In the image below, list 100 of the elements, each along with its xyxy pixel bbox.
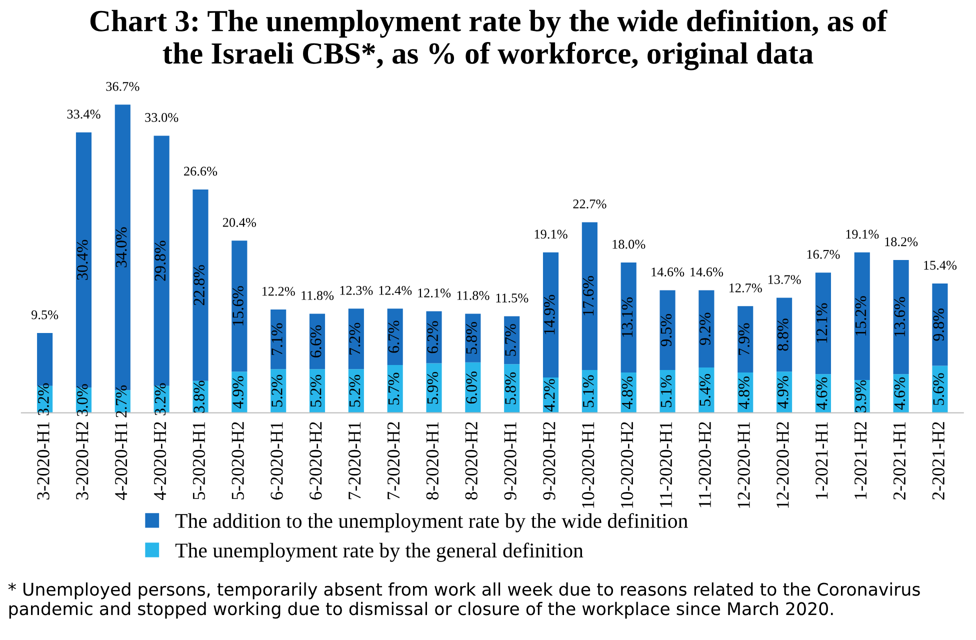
data-label: 6.0%: [466, 372, 477, 404]
data-label: 14.9%: [544, 294, 555, 334]
total-label: 12.1%: [418, 288, 451, 298]
data-label: 12.1%: [816, 303, 828, 343]
total-label: 11.8%: [457, 291, 490, 300]
data-label: 3.9%: [855, 380, 866, 412]
chart-title: Chart 3: The unemployment rate by the wide definition, as of the Israeli CBS*, as % of workforce, original data: [90, 10, 888, 70]
x-tick-label: 2-2021-H2: [932, 422, 944, 500]
data-label: 7.1%: [272, 323, 282, 355]
bar: [738, 306, 754, 372]
data-label: 7.9%: [738, 323, 750, 355]
bar: [932, 283, 948, 366]
bar: [232, 240, 248, 372]
bar: [270, 310, 286, 370]
data-label: 4.6%: [894, 377, 906, 410]
total-label: 12.2%: [262, 286, 295, 296]
data-label: 6.2%: [427, 321, 438, 354]
x-tick-label: 6-2020-H2: [310, 422, 322, 500]
data-label: 15.6%: [232, 286, 244, 326]
data-label: 4.2%: [544, 379, 555, 412]
total-label: 33.4%: [67, 110, 100, 119]
bar: [893, 260, 909, 374]
legend-label: The addition to the unemployment rate by the wide definition: [175, 513, 688, 532]
x-tick-label: 10-2020-H2: [620, 422, 634, 508]
data-label: 22.8%: [194, 265, 205, 306]
bar: [698, 290, 714, 368]
total-label: 26.6%: [184, 166, 218, 176]
data-label: 6.7%: [388, 320, 400, 353]
data-label: 4.8%: [738, 376, 750, 409]
x-tick-label: 1-2021-H1: [816, 422, 828, 499]
x-tick-label: 7-2020-H2: [387, 422, 400, 500]
total-label: 20.4%: [222, 218, 256, 227]
data-label: 5.4%: [700, 374, 711, 406]
data-label: 34.0%: [116, 227, 127, 268]
data-label: 17.6%: [582, 276, 594, 316]
x-tick-label: 10-2020-H1: [582, 422, 594, 508]
data-label: 9.2%: [700, 312, 711, 345]
total-label: 36.7%: [106, 82, 140, 91]
bar: [660, 290, 676, 370]
bar: [815, 272, 831, 374]
data-label: 7.2%: [349, 322, 360, 354]
data-label: 8.8%: [778, 318, 788, 351]
bar: [582, 222, 598, 370]
total-label: 19.1%: [846, 230, 879, 239]
x-tick-label: 8-2020-H2: [465, 422, 478, 500]
data-label: 5.1%: [582, 375, 594, 408]
data-label: 5.9%: [427, 372, 438, 404]
x-tick-label: 12-2020-H1: [738, 422, 750, 508]
total-label: 16.7%: [807, 250, 840, 259]
total-label: 12.7%: [729, 283, 762, 292]
x-tick-label: 5-2020-H2: [232, 422, 244, 500]
data-label: 29.8%: [154, 240, 166, 281]
data-label: 3.2%: [154, 383, 166, 416]
data-label: 5.8%: [505, 372, 516, 404]
x-tick-label: 4-2020-H1: [114, 422, 128, 500]
data-label: 5.1%: [660, 375, 672, 408]
data-label: 4.9%: [232, 376, 244, 409]
x-tick-label: 11-2020-H2: [698, 422, 711, 508]
total-label: 18.2%: [885, 237, 918, 246]
total-label: 9.5%: [32, 310, 58, 320]
x-tick-label: 11-2020-H1: [660, 422, 672, 508]
data-label: 5.7%: [388, 372, 400, 405]
x-tick-label: 12-2020-H2: [776, 422, 789, 508]
total-label: 13.7%: [768, 275, 801, 284]
data-label: 13.6%: [894, 296, 906, 336]
bar: [854, 252, 870, 380]
total-label: 33.0%: [145, 113, 178, 122]
x-tick-label: 6-2020-H1: [270, 422, 283, 500]
data-label: 5.2%: [349, 374, 360, 407]
x-tick-label: 5-2020-H1: [192, 422, 206, 500]
data-label: 9.8%: [933, 308, 944, 341]
total-label: 19.1%: [534, 230, 568, 239]
data-label: 5.8%: [466, 322, 477, 354]
total-label: 12.4%: [379, 286, 412, 295]
bar: [348, 308, 364, 370]
data-label: 2.7%: [116, 385, 127, 418]
data-label: 3.0%: [76, 384, 88, 416]
data-label: 5.7%: [505, 324, 516, 356]
bar: [542, 252, 559, 378]
x-tick-label: 3-2020-H1: [37, 422, 50, 500]
x-tick-label: 8-2020-H1: [426, 422, 439, 500]
bar: [620, 262, 636, 372]
total-label: 11.8%: [302, 291, 334, 300]
x-tick-label: 4-2020-H2: [154, 422, 166, 500]
data-label: 4.9%: [778, 376, 788, 409]
data-label: 5.6%: [933, 373, 944, 405]
data-label: 30.4%: [76, 240, 88, 280]
x-tick-label: 7-2020-H1: [348, 422, 361, 500]
data-label: 9.5%: [660, 314, 672, 346]
total-label: 18.0%: [612, 240, 646, 249]
total-label: 14.6%: [652, 268, 684, 276]
data-label: 13.1%: [622, 297, 633, 337]
total-label: 22.7%: [573, 200, 606, 208]
total-label: 14.6%: [690, 268, 724, 276]
x-tick-label: 3-2020-H2: [76, 422, 88, 500]
data-label: 5.2%: [272, 374, 282, 407]
data-label: 4.6%: [816, 377, 828, 410]
total-label: 11.5%: [496, 294, 528, 303]
data-label: 3.2%: [38, 383, 49, 416]
data-label: 6.6%: [310, 325, 322, 358]
